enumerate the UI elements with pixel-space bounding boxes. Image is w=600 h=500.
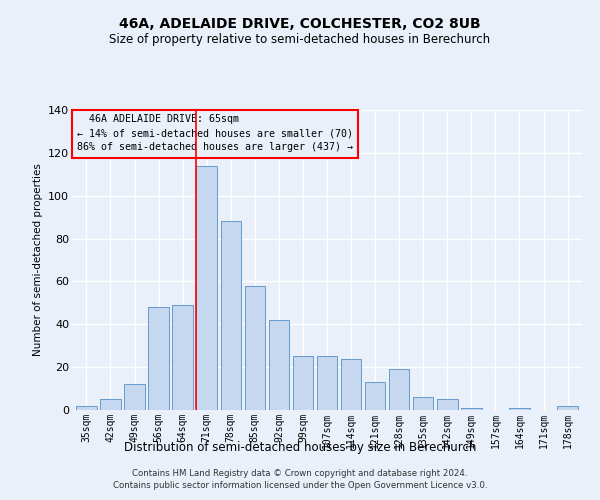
- Text: 46A ADELAIDE DRIVE: 65sqm
← 14% of semi-detached houses are smaller (70)
86% of : 46A ADELAIDE DRIVE: 65sqm ← 14% of semi-…: [77, 114, 353, 152]
- Y-axis label: Number of semi-detached properties: Number of semi-detached properties: [32, 164, 43, 356]
- Bar: [245, 286, 265, 410]
- Bar: [341, 358, 361, 410]
- Bar: [148, 307, 169, 410]
- Bar: [365, 382, 385, 410]
- Bar: [461, 408, 482, 410]
- Bar: [172, 305, 193, 410]
- Bar: [317, 356, 337, 410]
- Bar: [196, 166, 217, 410]
- Text: 46A, ADELAIDE DRIVE, COLCHESTER, CO2 8UB: 46A, ADELAIDE DRIVE, COLCHESTER, CO2 8UB: [119, 18, 481, 32]
- Text: Size of property relative to semi-detached houses in Berechurch: Size of property relative to semi-detach…: [109, 32, 491, 46]
- Bar: [124, 384, 145, 410]
- Bar: [509, 408, 530, 410]
- Bar: [293, 356, 313, 410]
- Bar: [389, 370, 409, 410]
- Bar: [413, 397, 433, 410]
- Bar: [221, 222, 241, 410]
- Bar: [76, 406, 97, 410]
- Bar: [100, 400, 121, 410]
- Bar: [557, 406, 578, 410]
- Text: Distribution of semi-detached houses by size in Berechurch: Distribution of semi-detached houses by …: [124, 441, 476, 454]
- Text: Contains public sector information licensed under the Open Government Licence v3: Contains public sector information licen…: [113, 480, 487, 490]
- Bar: [269, 320, 289, 410]
- Text: Contains HM Land Registry data © Crown copyright and database right 2024.: Contains HM Land Registry data © Crown c…: [132, 470, 468, 478]
- Bar: [437, 400, 458, 410]
